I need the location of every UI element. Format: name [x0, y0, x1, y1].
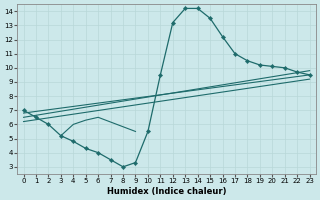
X-axis label: Humidex (Indice chaleur): Humidex (Indice chaleur): [107, 187, 226, 196]
